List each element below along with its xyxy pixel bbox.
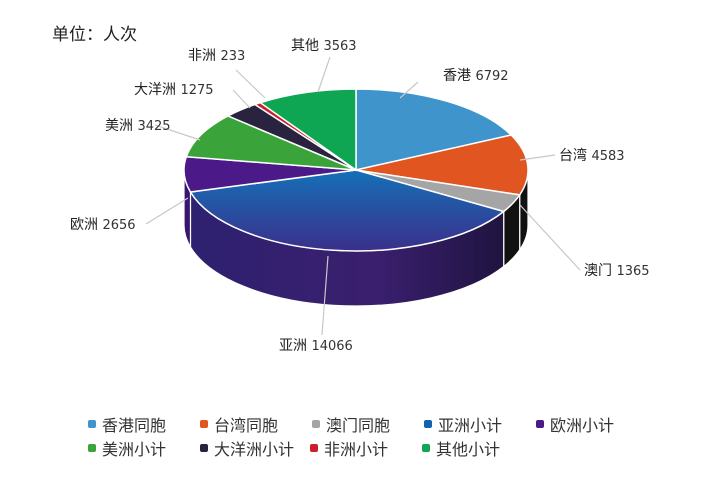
legend-swatch-icon <box>536 420 544 428</box>
legend-row: 香港同胞 台湾同胞 澳门同胞 亚洲小计 欧洲小计 <box>88 412 648 436</box>
legend-swatch-icon <box>312 420 320 428</box>
legend-label: 其他小计 <box>436 440 501 459</box>
leader-line <box>399 81 419 99</box>
legend-swatch-icon <box>422 444 430 452</box>
legend: 香港同胞 台湾同胞 澳门同胞 亚洲小计 欧洲小计美洲小计 大洋洲小计 非洲小计 其他小计 <box>88 412 648 460</box>
slice-其他小计 <box>258 88 357 172</box>
pie-slices <box>183 88 529 252</box>
data-label: 澳门 1365 <box>584 263 650 279</box>
data-label: 大洋洲 1275 <box>134 82 214 98</box>
data-label: 香港 6792 <box>443 68 509 84</box>
legend-label: 大洋洲小计 <box>214 440 295 459</box>
leader-line <box>519 204 581 271</box>
legend-label: 非洲小计 <box>324 440 389 459</box>
leader-line <box>154 124 201 141</box>
legend-item: 香港同胞 <box>88 412 194 436</box>
legend-row: 美洲小计 大洋洲小计 非洲小计 其他小计 <box>88 436 648 460</box>
leader-line <box>145 197 189 225</box>
legend-label: 欧洲小计 <box>550 416 615 435</box>
leader-lines <box>145 56 581 336</box>
legend-swatch-icon <box>88 444 96 452</box>
legend-item: 大洋洲小计 <box>200 436 304 460</box>
leader-line <box>519 154 556 161</box>
leader-line <box>321 255 329 336</box>
leader-line <box>317 56 331 93</box>
slice-台湾同胞 <box>355 134 529 196</box>
legend-item: 欧洲小计 <box>536 412 642 436</box>
legend-item: 澳门同胞 <box>312 412 418 436</box>
legend-label: 台湾同胞 <box>214 416 279 435</box>
legend-label: 美洲小计 <box>102 440 167 459</box>
data-label: 台湾 4583 <box>559 147 625 164</box>
legend-item: 台湾同胞 <box>200 412 306 436</box>
legend-swatch-icon <box>424 420 432 428</box>
data-labels: 香港 6792 台湾 4583 澳门 1365 亚洲 14066 欧洲 2656 美洲 3… <box>70 38 650 354</box>
legend-item: 其他小计 <box>422 436 528 460</box>
legend-swatch-icon <box>310 444 318 452</box>
slice-美洲小计 <box>185 115 357 171</box>
unit-label: 单位：人次 <box>52 25 137 45</box>
data-label: 其他 3563 <box>291 38 357 54</box>
legend-item: 美洲小计 <box>88 436 194 460</box>
slice-香港同胞 <box>355 88 513 171</box>
legend-item: 亚洲小计 <box>424 412 530 436</box>
legend-item: 非洲小计 <box>310 436 416 460</box>
data-label: 欧洲 2656 <box>70 217 136 233</box>
legend-swatch-icon <box>200 444 208 452</box>
leader-line <box>232 89 251 109</box>
legend-swatch-icon <box>200 420 208 428</box>
data-label: 亚洲 14066 <box>279 338 353 354</box>
leader-line <box>235 69 266 99</box>
legend-label: 澳门同胞 <box>326 416 391 435</box>
legend-swatch-icon <box>88 420 96 428</box>
data-label: 美洲 3425 <box>105 118 171 134</box>
slice-亚洲小计 <box>189 169 506 252</box>
legend-label: 亚洲小计 <box>438 416 503 435</box>
legend-label: 香港同胞 <box>102 416 167 435</box>
data-label: 非洲 233 <box>188 48 245 64</box>
